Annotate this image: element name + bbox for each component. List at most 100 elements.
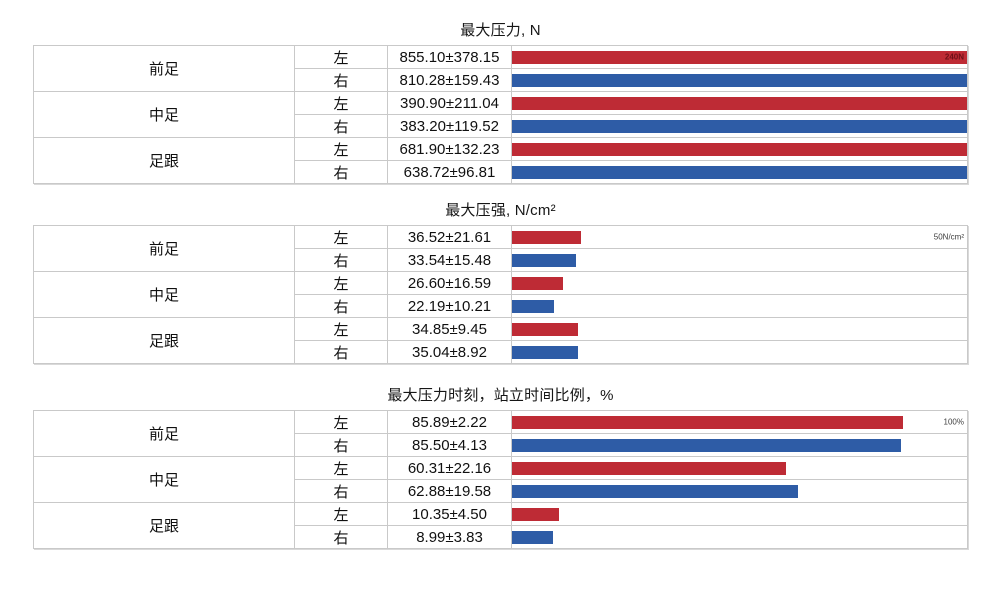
left-foot-bar — [512, 96, 967, 110]
right-foot-bar — [512, 119, 967, 133]
left-foot-bar — [512, 415, 903, 429]
region-cell: 前足 — [33, 410, 295, 457]
value-cell: 810.28±159.43 — [387, 68, 512, 92]
value-cell: 383.20±119.52 — [387, 114, 512, 138]
value-cell: 638.72±96.81 — [387, 160, 512, 184]
value-cell: 8.99±3.83 — [387, 525, 512, 549]
region-cell: 前足 — [33, 225, 295, 272]
value-cell: 85.50±4.13 — [387, 433, 512, 457]
region-cell: 足跟 — [33, 317, 295, 364]
bar-cell — [511, 91, 968, 115]
side-cell: 右 — [294, 294, 388, 318]
side-cell: 右 — [294, 160, 388, 184]
side-cell: 右 — [294, 479, 388, 503]
side-cell: 右 — [294, 340, 388, 364]
table-row: 足跟 左 10.35±4.50 — [33, 502, 968, 549]
table-row: 足跟 左 34.85±9.45 — [33, 317, 968, 364]
chart-block-time-of-max-force: 最大压力时刻，站立时间比例，% 前足 左 85.89±2.22 100% 右 8… — [33, 387, 968, 549]
bar-cell: 50N/cm² — [511, 225, 968, 249]
value-cell: 855.10±378.15 — [387, 45, 512, 69]
table-row: 中足 左 26.60±16.59 — [33, 271, 968, 318]
bar-cell — [511, 479, 968, 503]
pressure-table-max-pressure: 前足 左 36.52±21.61 50N/cm² 右 33.54±15.48 — [33, 225, 968, 364]
axis-scale-label: 240N — [944, 52, 964, 62]
bar-cell — [511, 525, 968, 549]
value-cell: 34.85±9.45 — [387, 317, 512, 341]
bar-cell — [511, 68, 968, 92]
region-cell: 足跟 — [33, 502, 295, 549]
table-row: 右 62.88±19.58 — [34, 479, 968, 503]
side-cell: 左 — [294, 271, 388, 295]
value-cell: 681.90±132.23 — [387, 137, 512, 161]
table-row: 右 85.50±4.13 — [34, 433, 968, 457]
side-cell: 左 — [294, 456, 388, 480]
table-row: 右 22.19±10.21 — [34, 294, 968, 318]
bar-cell — [511, 317, 968, 341]
axis-scale-label: 100% — [943, 417, 964, 427]
region-cell: 中足 — [33, 456, 295, 503]
side-cell: 左 — [294, 317, 388, 341]
side-cell: 右 — [294, 68, 388, 92]
table-row: 前足 左 855.10±378.15 240N — [33, 45, 968, 92]
value-cell: 60.31±22.16 — [387, 456, 512, 480]
region-cell: 中足 — [33, 91, 295, 138]
bar-cell: 100% — [511, 410, 968, 434]
table-row: 中足 左 390.90±211.04 — [33, 91, 968, 138]
bar-cell — [511, 294, 968, 318]
right-foot-bar — [512, 345, 579, 359]
table-row: 右 33.54±15.48 — [34, 248, 968, 272]
left-foot-bar — [512, 507, 560, 521]
right-foot-bar — [512, 299, 554, 313]
side-cell: 左 — [294, 502, 388, 526]
side-cell: 左 — [294, 137, 388, 161]
left-foot-bar — [512, 461, 787, 475]
right-foot-bar — [512, 484, 799, 498]
side-cell: 左 — [294, 91, 388, 115]
value-cell: 36.52±21.61 — [387, 225, 512, 249]
right-foot-bar — [512, 253, 576, 267]
table-row: 足跟 左 681.90±132.23 — [33, 137, 968, 184]
pressure-table-time-of-max-force: 前足 左 85.89±2.22 100% 右 85.50±4.13 — [33, 410, 968, 549]
table-row: 右 638.72±96.81 — [34, 160, 968, 184]
left-foot-bar — [512, 322, 578, 336]
side-cell: 右 — [294, 525, 388, 549]
left-foot-bar — [512, 230, 582, 244]
table-row: 右 8.99±3.83 — [34, 525, 968, 549]
value-cell: 62.88±19.58 — [387, 479, 512, 503]
right-foot-bar — [512, 73, 967, 87]
pressure-table-max-force: 前足 左 855.10±378.15 240N 右 810.28±159.43 — [33, 45, 968, 184]
bar-cell — [511, 433, 968, 457]
value-cell: 22.19±10.21 — [387, 294, 512, 318]
value-cell: 390.90±211.04 — [387, 91, 512, 115]
bar-cell — [511, 271, 968, 295]
side-cell: 右 — [294, 433, 388, 457]
side-cell: 左 — [294, 410, 388, 434]
table-row: 前足 左 36.52±21.61 50N/cm² — [33, 225, 968, 272]
side-cell: 右 — [294, 248, 388, 272]
region-cell: 足跟 — [33, 137, 295, 184]
chart-title: 最大压强, N/cm² — [445, 202, 556, 219]
table-row: 右 383.20±119.52 — [34, 114, 968, 138]
left-foot-bar — [512, 142, 967, 156]
side-cell: 左 — [294, 45, 388, 69]
bar-cell — [511, 248, 968, 272]
value-cell: 33.54±15.48 — [387, 248, 512, 272]
value-cell: 10.35±4.50 — [387, 502, 512, 526]
right-foot-bar — [512, 530, 553, 544]
right-foot-bar — [512, 438, 902, 452]
value-cell: 26.60±16.59 — [387, 271, 512, 295]
bar-cell — [511, 137, 968, 161]
bar-cell — [511, 502, 968, 526]
bar-cell — [511, 114, 968, 138]
region-cell: 中足 — [33, 271, 295, 318]
bar-cell: 240N — [511, 45, 968, 69]
axis-scale-label: 50N/cm² — [933, 232, 964, 242]
bar-cell — [511, 340, 968, 364]
table-row: 右 35.04±8.92 — [34, 340, 968, 364]
bar-cell — [511, 456, 968, 480]
right-foot-bar — [512, 165, 967, 179]
value-cell: 35.04±8.92 — [387, 340, 512, 364]
left-foot-bar — [512, 50, 967, 64]
value-cell: 85.89±2.22 — [387, 410, 512, 434]
